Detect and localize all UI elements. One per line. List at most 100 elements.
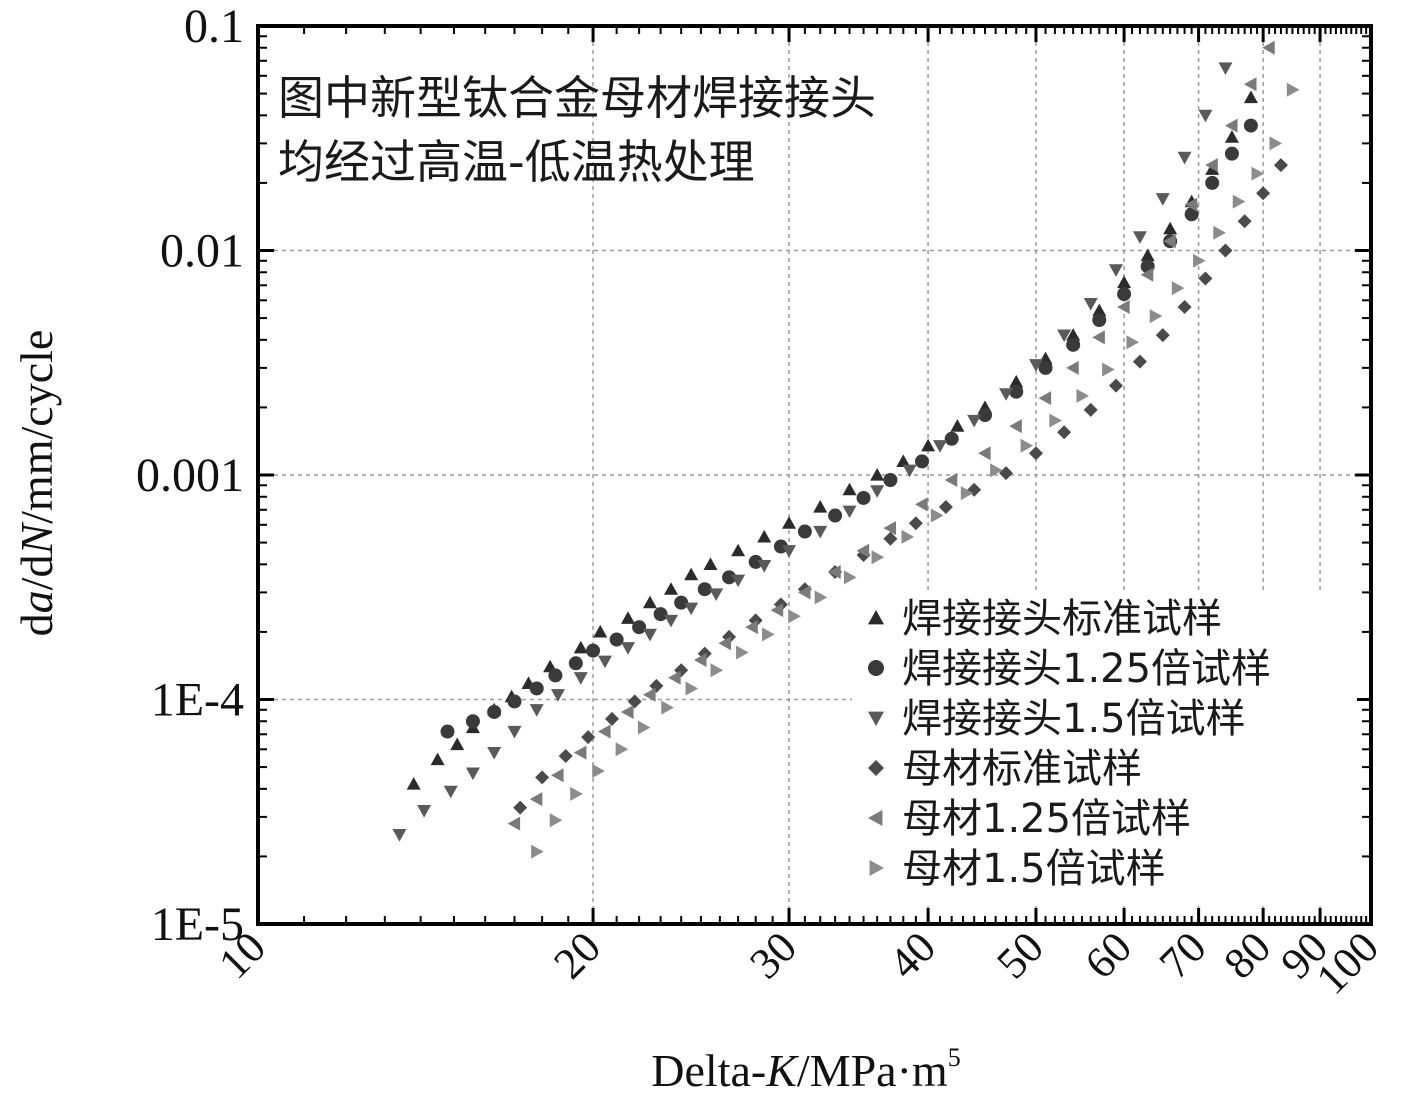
data-point bbox=[1286, 82, 1300, 97]
data-point bbox=[1163, 221, 1178, 235]
data-point bbox=[901, 529, 915, 544]
data-point bbox=[581, 730, 596, 745]
data-point bbox=[573, 745, 587, 760]
data-point bbox=[930, 508, 944, 523]
legend-marker-1 bbox=[868, 610, 884, 625]
data-point bbox=[1205, 175, 1220, 190]
data-point bbox=[1218, 62, 1233, 76]
data-point bbox=[668, 670, 681, 685]
data-point bbox=[883, 521, 897, 536]
data-point bbox=[621, 642, 636, 655]
legend-marker-2 bbox=[868, 660, 884, 676]
data-point bbox=[944, 473, 958, 488]
data-point bbox=[570, 786, 583, 801]
data-point bbox=[856, 490, 871, 505]
data-point bbox=[1038, 351, 1053, 365]
data-point bbox=[558, 749, 573, 764]
data-point bbox=[550, 689, 565, 702]
data-point bbox=[709, 588, 724, 602]
data-point bbox=[392, 829, 407, 842]
data-point bbox=[685, 681, 699, 696]
data-point bbox=[642, 687, 656, 702]
y-tick-label: 0.01 bbox=[160, 225, 244, 278]
data-point bbox=[736, 645, 749, 660]
data-point bbox=[1009, 384, 1024, 399]
data-point bbox=[999, 466, 1014, 481]
data-point bbox=[586, 643, 601, 658]
data-point bbox=[773, 539, 788, 554]
data-point bbox=[1092, 303, 1107, 317]
data-point bbox=[1049, 413, 1062, 428]
series-5 bbox=[507, 40, 1275, 831]
data-point bbox=[550, 768, 564, 783]
data-point bbox=[697, 582, 712, 597]
data-point bbox=[417, 804, 432, 818]
data-point bbox=[637, 720, 651, 735]
data-point bbox=[1057, 425, 1072, 440]
data-point bbox=[1009, 374, 1024, 388]
data-point bbox=[1237, 214, 1252, 229]
x-tick-label: 60 bbox=[1075, 922, 1141, 988]
data-point bbox=[642, 628, 657, 642]
data-point bbox=[1243, 77, 1257, 92]
data-point bbox=[531, 844, 544, 859]
data-point bbox=[615, 742, 629, 757]
data-point bbox=[1149, 309, 1163, 324]
data-point bbox=[1108, 264, 1123, 277]
data-point bbox=[828, 508, 843, 523]
data-point bbox=[1269, 136, 1283, 151]
data-point bbox=[513, 800, 528, 815]
data-point bbox=[1177, 300, 1192, 315]
y-tick-label: 0.001 bbox=[136, 449, 244, 502]
legend-label-4: 母材标准试样 bbox=[902, 746, 1142, 792]
data-point bbox=[902, 464, 917, 478]
x-tick-label: 80 bbox=[1214, 922, 1280, 988]
data-point bbox=[406, 777, 421, 790]
data-point bbox=[883, 473, 898, 488]
data-point bbox=[797, 585, 811, 600]
data-point bbox=[944, 431, 959, 446]
data-point bbox=[1155, 328, 1170, 343]
data-point bbox=[661, 700, 674, 715]
x-tick-label: 70 bbox=[1150, 922, 1216, 988]
data-point bbox=[609, 632, 624, 647]
data-point bbox=[1218, 243, 1233, 258]
y-axis-title-dn: /d bbox=[11, 555, 62, 591]
data-point bbox=[597, 724, 611, 739]
data-point bbox=[1262, 40, 1275, 55]
x-axis-title-main: Delta- bbox=[651, 1045, 766, 1096]
x-axis-title-sup: 5 bbox=[948, 1043, 961, 1072]
data-point bbox=[748, 554, 763, 569]
data-point bbox=[788, 609, 801, 624]
data-point bbox=[1102, 362, 1115, 377]
data-point bbox=[871, 550, 885, 565]
data-point bbox=[842, 505, 857, 519]
data-point bbox=[535, 770, 550, 785]
data-point bbox=[1256, 186, 1271, 201]
x-tick-label: 50 bbox=[987, 922, 1053, 988]
data-point bbox=[1117, 275, 1132, 289]
data-point bbox=[507, 816, 521, 831]
data-point bbox=[430, 752, 445, 766]
data-point bbox=[1198, 271, 1213, 286]
data-point bbox=[1038, 391, 1052, 406]
legend-label-3: 焊接接头1.5倍试样 bbox=[902, 696, 1246, 742]
data-point bbox=[870, 485, 885, 498]
data-point bbox=[814, 590, 828, 605]
data-point bbox=[722, 570, 737, 585]
data-point bbox=[856, 543, 870, 558]
data-point bbox=[828, 564, 841, 579]
gridlines bbox=[258, 26, 1371, 924]
data-point bbox=[1117, 287, 1132, 302]
data-point bbox=[529, 681, 544, 696]
y-tick-label: 1E-4 bbox=[151, 674, 244, 727]
data-point bbox=[938, 500, 953, 515]
data-point bbox=[1140, 248, 1155, 262]
data-point bbox=[593, 624, 608, 638]
series-6 bbox=[531, 82, 1300, 859]
data-point bbox=[1028, 359, 1043, 372]
data-point bbox=[443, 785, 458, 799]
data-point bbox=[529, 792, 543, 807]
